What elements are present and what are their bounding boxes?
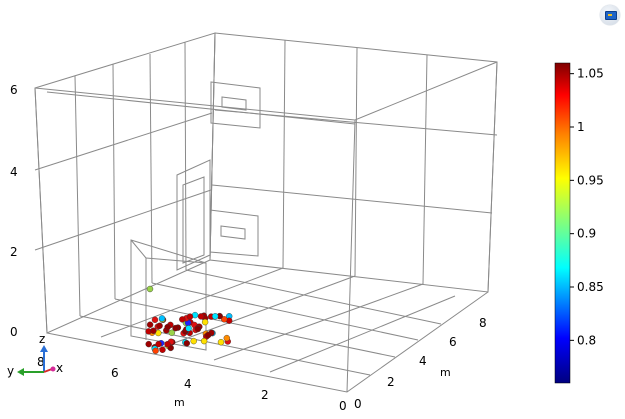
x-tick: 8: [37, 355, 45, 369]
x-axis-ticks: 8 6 4 2 0 m: [37, 355, 347, 413]
colorbar-tick-label: 0.95: [577, 173, 604, 187]
particle: [190, 337, 197, 345]
particle: [168, 329, 176, 336]
y-tick: 8: [479, 316, 487, 330]
particle: [172, 324, 179, 332]
z-tick: 6: [10, 83, 18, 97]
axis-triad: z y x: [7, 332, 63, 378]
particle-cloud: [145, 285, 233, 354]
z-tick: 4: [10, 165, 18, 179]
particle: [220, 316, 228, 323]
particle: [223, 334, 231, 342]
particle: [217, 339, 225, 346]
x-tick: 4: [184, 377, 192, 391]
triad-x-label: x: [56, 361, 63, 375]
particle: [159, 346, 166, 353]
particle: [204, 331, 212, 339]
triad-y-label: y: [7, 364, 14, 378]
y-tick: 0: [354, 397, 362, 411]
particle: [158, 315, 166, 322]
colorbar-tick-label: 0.9: [577, 227, 596, 241]
particle: [152, 347, 159, 354]
door-inner: [182, 176, 205, 264]
colorbar-tick-label: 0.8: [577, 333, 596, 347]
colorbar-gradient: [554, 62, 571, 384]
door-frame: [176, 159, 211, 271]
y-axis-ticks: 0 2 4 6 8 m: [354, 316, 487, 411]
particle: [186, 313, 194, 320]
particle: [194, 325, 202, 333]
occupant-box: [130, 239, 207, 351]
particle: [164, 341, 171, 348]
z-axis-ticks: 0 2 4 6: [10, 83, 18, 339]
graphics-window-icon[interactable]: [600, 5, 620, 25]
particle: [200, 337, 208, 345]
triad-z-label: z: [39, 332, 45, 346]
particle: [185, 325, 192, 332]
window-lower: [209, 209, 259, 257]
colorbar-tick-label: 1.05: [577, 67, 604, 81]
z-tick: 2: [10, 245, 18, 259]
z-tick: 0: [10, 325, 18, 339]
x-tick: 0: [339, 399, 347, 413]
colorbar-tick-label: 1: [577, 120, 585, 134]
particle: [146, 321, 154, 328]
window-upper-inner: [221, 96, 247, 111]
particle: [146, 285, 154, 293]
window-upper: [210, 81, 261, 129]
window-lower-inner: [220, 225, 246, 240]
particle: [156, 322, 163, 329]
x-tick: 2: [261, 388, 269, 402]
particle: [179, 316, 186, 323]
y-tick: 4: [419, 354, 427, 368]
particle: [155, 340, 162, 348]
x-tick: 6: [111, 366, 119, 380]
particle: [201, 318, 209, 326]
particle: [183, 340, 191, 347]
colorbar: 1.05 1 0.95 0.9 0.85 0.8: [554, 62, 604, 384]
particle: [151, 316, 159, 323]
y-tick: 2: [387, 375, 395, 389]
colorbar-tick-label: 0.85: [577, 280, 604, 294]
particle: [164, 323, 171, 331]
y-unit: m: [440, 366, 451, 379]
particle: [211, 313, 219, 320]
room-wireframe: [34, 32, 498, 393]
y-tick: 6: [449, 335, 457, 349]
particle: [150, 327, 157, 334]
particle: [145, 340, 152, 348]
x-unit: m: [174, 396, 185, 409]
particle: [197, 313, 205, 320]
